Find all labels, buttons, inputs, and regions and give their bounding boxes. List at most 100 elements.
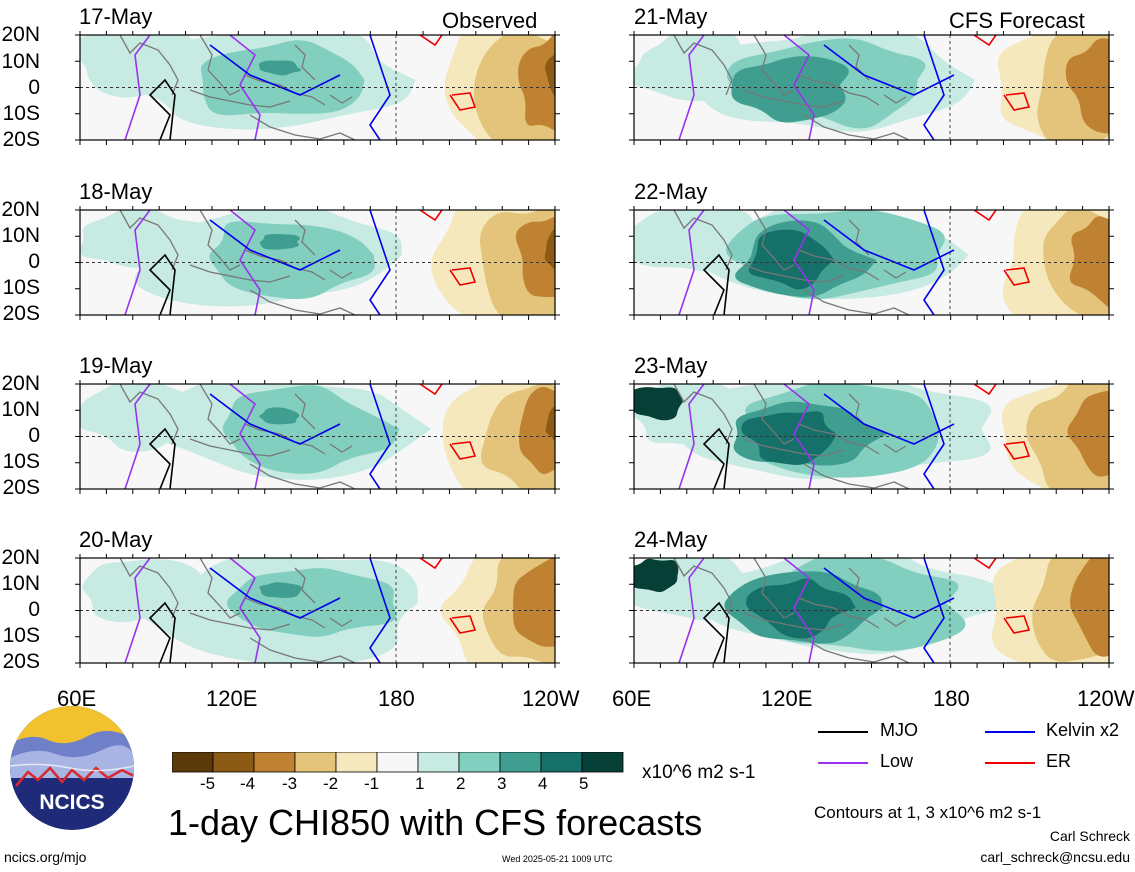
chi850-shading: [545, 406, 555, 442]
wave-contour: [678, 384, 705, 489]
coastline: [803, 637, 910, 663]
colorbar-tick: 2: [456, 774, 466, 793]
map-panel: [629, 31, 1114, 145]
wave-contour: [823, 219, 955, 271]
colorbar-tick: 4: [538, 774, 548, 793]
colorbar-tick: -3: [282, 774, 298, 793]
wave-contour: [419, 210, 443, 222]
low-legend-label: Low: [880, 751, 914, 771]
coastline: [329, 443, 353, 453]
coastline: [883, 94, 907, 104]
hovmoller-map-panels: [75, 31, 1114, 668]
colorbar-segment: [376, 752, 419, 773]
lat-label: 20N: [1, 198, 40, 221]
panel-date-label: 19-May: [79, 353, 153, 378]
coastline: [743, 89, 845, 108]
coastline: [199, 210, 241, 271]
colorbar-segment: [253, 752, 296, 773]
map-panel: [75, 554, 560, 668]
wave-contour: [678, 210, 705, 315]
wave-contour: [369, 558, 391, 663]
wave-contour: [148, 253, 176, 315]
coastline: [798, 74, 880, 106]
coastline: [119, 210, 179, 271]
chi850-shading: [200, 40, 365, 116]
coastline: [798, 597, 880, 629]
wave-contour: [209, 393, 341, 445]
chi850-shading: [80, 210, 206, 270]
coastline: [798, 249, 880, 281]
coastline: [119, 558, 179, 619]
wave-contour: [783, 558, 815, 663]
chi850-shading: [731, 56, 849, 123]
lat-label: 10N: [1, 398, 40, 421]
wave-contour: [823, 567, 955, 619]
colorbar-segment: [540, 752, 583, 773]
main-title: 1-day CHI850 with CFS forecasts: [168, 802, 703, 843]
wave-contour: [124, 35, 151, 140]
chi850-shading: [1070, 558, 1109, 657]
lon-label: 180: [933, 686, 970, 711]
chi850-shading: [748, 229, 835, 290]
wave-contour: [973, 558, 997, 570]
colorbar-segment: [172, 752, 214, 773]
coastline: [883, 269, 907, 279]
source-url[interactable]: ncics.org/mjo: [4, 849, 87, 865]
wave-contour: [923, 384, 945, 489]
wave-contour: [124, 384, 151, 489]
wave-contour: [702, 601, 730, 663]
colorbar-tick: 5: [579, 774, 589, 793]
chi850-shading: [519, 387, 555, 475]
wave-contour: [923, 210, 945, 315]
lon-label: 60E: [612, 686, 652, 711]
wave-contour: [124, 210, 151, 315]
chi850-shading: [1065, 38, 1109, 134]
wave-contour: [1003, 441, 1031, 460]
lat-label: 10S: [2, 624, 40, 647]
wave-contour: [419, 35, 443, 47]
logo-text: NCICS: [39, 791, 104, 814]
wave-contour: [419, 384, 443, 396]
chi850-shading: [544, 228, 555, 270]
coastline: [329, 617, 353, 627]
map-panel: [75, 31, 560, 145]
lat-label: 0: [28, 76, 40, 99]
coastline: [244, 249, 326, 281]
forecast-label: CFS Forecast: [949, 8, 1085, 33]
chi850-shading: [80, 384, 205, 452]
wave-contour: [229, 35, 261, 140]
wave-contour: [973, 210, 997, 222]
coastline: [199, 384, 241, 445]
colorbar-tick: -2: [323, 774, 339, 793]
wave-contour: [148, 427, 176, 489]
panel-date-label: 22-May: [634, 179, 708, 204]
coastline: [199, 558, 241, 619]
kelvin-legend-label: Kelvin x2: [1046, 720, 1120, 740]
wave-contour: [702, 427, 730, 489]
coastline: [189, 612, 291, 631]
wave-contour: [209, 567, 341, 619]
coastline: [249, 289, 356, 315]
author-email[interactable]: carl_schreck@ncsu.edu: [980, 849, 1130, 865]
wave-contour: [783, 210, 815, 315]
panel-date-label: 24-May: [634, 527, 708, 552]
chi850-shading: [259, 407, 300, 425]
mjo-legend-line: [818, 731, 868, 733]
wave-contour: [923, 35, 945, 140]
author-name: Carl Schreck: [1049, 828, 1130, 844]
colorbar-segment: [335, 752, 378, 773]
wave-contour: [419, 558, 443, 570]
chi850-shading: [634, 387, 683, 421]
coastline: [244, 74, 326, 106]
chi850-shading: [259, 234, 300, 250]
wave-contour: [702, 253, 730, 315]
wave-contour: [678, 558, 705, 663]
colorbar-segment: [581, 752, 624, 773]
wave-contour: [148, 601, 176, 663]
lat-label: 0: [28, 598, 40, 621]
coastline: [189, 89, 291, 108]
lon-label: 120E: [761, 686, 813, 711]
coastline: [753, 558, 795, 619]
panel-date-label: 17-May: [79, 4, 153, 29]
map-panel: [629, 206, 1114, 320]
